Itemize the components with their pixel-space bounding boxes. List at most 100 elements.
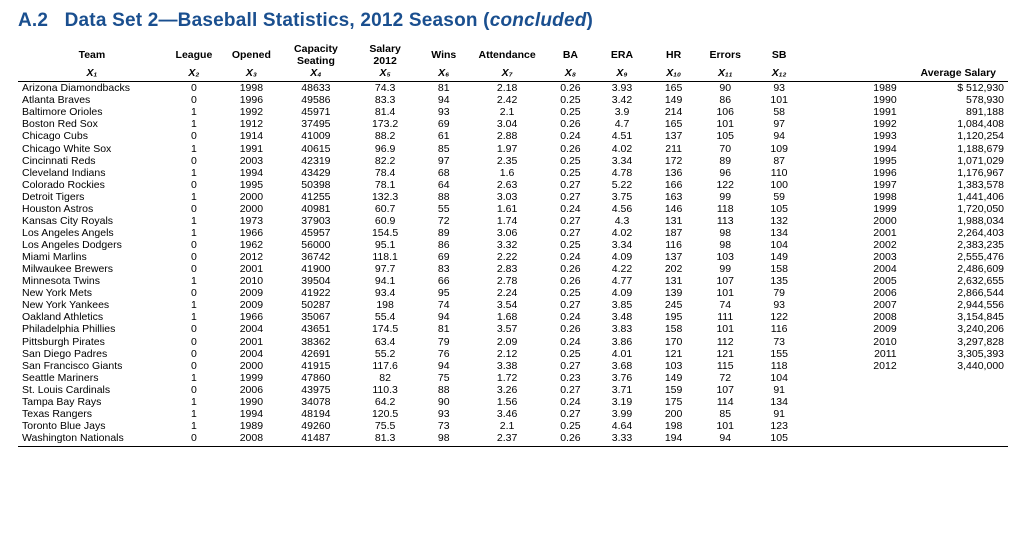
cell-ba: 0.27	[546, 384, 595, 396]
cell-spacer	[806, 203, 829, 215]
cell-spacer	[806, 251, 829, 263]
table-row: New York Yankees1200950287198743.540.273…	[18, 299, 1008, 311]
cell-opened: 2010	[222, 275, 281, 287]
cell-spacer	[806, 348, 829, 360]
cell-opened: 1912	[222, 118, 281, 130]
cell-team: Baltimore Orioles	[18, 106, 166, 118]
cell-payroll: 81.4	[351, 106, 419, 118]
cell-era: 3.33	[595, 432, 649, 447]
cell-avg-salary: 1,988,034	[905, 215, 1008, 227]
cell-capacity: 42691	[281, 348, 351, 360]
col-sb: SB	[752, 42, 806, 67]
cell-opened: 2003	[222, 155, 281, 167]
cell-hr: 163	[649, 191, 698, 203]
col-team: Team	[18, 42, 166, 67]
cell-year: 2002	[830, 239, 905, 251]
table-row: Milwaukee Brewers020014190097.7832.830.2…	[18, 263, 1008, 275]
cell-league: 0	[166, 251, 222, 263]
cell-opened: 2001	[222, 263, 281, 275]
cell-opened: 2000	[222, 191, 281, 203]
cell-hr: 116	[649, 239, 698, 251]
cell-ba: 0.26	[546, 143, 595, 155]
table-row: Philadelphia Phillies0200443651174.5813.…	[18, 323, 1008, 335]
table-row: Detroit Tigers1200041255132.3883.030.273…	[18, 191, 1008, 203]
cell-opened: 1992	[222, 106, 281, 118]
cell-hr: 131	[649, 275, 698, 287]
cell-capacity: 49586	[281, 94, 351, 106]
cell-year: 1991	[830, 106, 905, 118]
cell-ba: 0.26	[546, 82, 595, 95]
cell-sb: 104	[752, 239, 806, 251]
x2: X₂	[166, 67, 222, 82]
cell-ba: 0.24	[546, 336, 595, 348]
cell-wins: 81	[419, 323, 468, 335]
cell-payroll: 96.9	[351, 143, 419, 155]
cell-opened: 2012	[222, 251, 281, 263]
cell-opened: 1994	[222, 167, 281, 179]
cell-hr: 170	[649, 336, 698, 348]
cell-payroll: 132.3	[351, 191, 419, 203]
cell-era: 4.09	[595, 251, 649, 263]
cell-payroll: 118.1	[351, 251, 419, 263]
cell-hr: 165	[649, 82, 698, 95]
cell-sb: 58	[752, 106, 806, 118]
cell-era: 3.85	[595, 299, 649, 311]
cell-hr: 200	[649, 408, 698, 420]
x10: X₁₀	[649, 67, 698, 82]
cell-league: 1	[166, 167, 222, 179]
cell-errors: 98	[698, 227, 752, 239]
table-row: Los Angeles Angels1196645957154.5893.060…	[18, 227, 1008, 239]
cell-year	[830, 384, 905, 396]
col-errors: Errors	[698, 42, 752, 67]
cell-avg-salary: 2,632,655	[905, 275, 1008, 287]
cell-spacer	[806, 155, 829, 167]
cell-hr: 146	[649, 203, 698, 215]
cell-wins: 68	[419, 167, 468, 179]
cell-avg-salary: 1,176,967	[905, 167, 1008, 179]
cell-attendance: 3.03	[468, 191, 545, 203]
cell-attendance: 1.6	[468, 167, 545, 179]
cell-errors: 101	[698, 420, 752, 432]
cell-attendance: 2.12	[468, 348, 545, 360]
cell-opened: 2001	[222, 336, 281, 348]
cell-attendance: 1.97	[468, 143, 545, 155]
cell-errors: 99	[698, 191, 752, 203]
cell-payroll: 120.5	[351, 408, 419, 420]
cell-opened: 2000	[222, 360, 281, 372]
cell-team: Chicago Cubs	[18, 130, 166, 142]
cell-attendance: 2.18	[468, 82, 545, 95]
table-row: Pittsburgh Pirates020013836263.4792.090.…	[18, 336, 1008, 348]
cell-league: 0	[166, 384, 222, 396]
cell-capacity: 41900	[281, 263, 351, 275]
cell-errors: 122	[698, 179, 752, 191]
cell-attendance: 1.56	[468, 396, 545, 408]
cell-capacity: 37903	[281, 215, 351, 227]
cell-avg-salary: 3,297,828	[905, 336, 1008, 348]
cell-attendance: 1.74	[468, 215, 545, 227]
cell-spacer	[806, 360, 829, 372]
cell-errors: 112	[698, 336, 752, 348]
cell-attendance: 3.06	[468, 227, 545, 239]
cell-attendance: 3.04	[468, 118, 545, 130]
cell-payroll: 74.3	[351, 82, 419, 95]
cell-ba: 0.26	[546, 323, 595, 335]
cell-payroll: 117.6	[351, 360, 419, 372]
cell-capacity: 50398	[281, 179, 351, 191]
cell-league: 1	[166, 372, 222, 384]
cell-year: 1997	[830, 179, 905, 191]
cell-era: 4.78	[595, 167, 649, 179]
cell-opened: 2008	[222, 432, 281, 447]
cell-spacer	[806, 143, 829, 155]
cell-year: 1999	[830, 203, 905, 215]
cell-avg-salary: 1,071,029	[905, 155, 1008, 167]
cell-year: 2000	[830, 215, 905, 227]
cell-errors: 70	[698, 143, 752, 155]
cell-era: 3.75	[595, 191, 649, 203]
cell-hr: 195	[649, 311, 698, 323]
cell-capacity: 38362	[281, 336, 351, 348]
cell-era: 5.22	[595, 179, 649, 191]
cell-attendance: 1.72	[468, 372, 545, 384]
cell-hr: 158	[649, 323, 698, 335]
col-hr: HR	[649, 42, 698, 67]
cell-errors: 101	[698, 287, 752, 299]
